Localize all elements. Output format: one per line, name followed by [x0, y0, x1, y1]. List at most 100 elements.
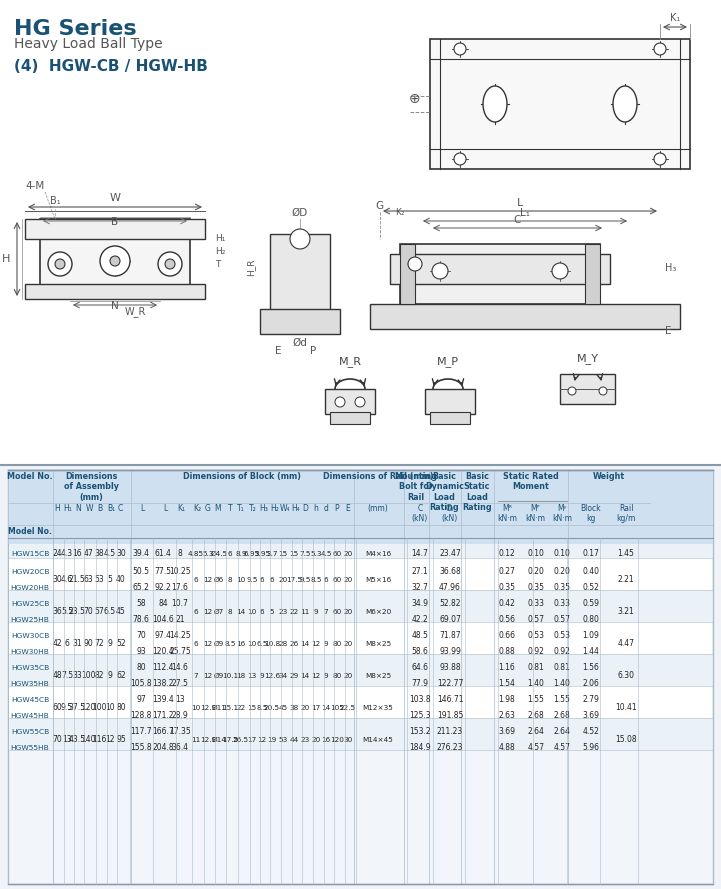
Text: 14.7: 14.7: [412, 549, 428, 558]
Text: D: D: [302, 504, 308, 513]
Bar: [0, 465, 721, 889]
Text: 12: 12: [203, 673, 213, 679]
Text: 19: 19: [267, 737, 277, 743]
Text: 17.5: 17.5: [222, 737, 238, 743]
Text: 276.23: 276.23: [437, 743, 464, 752]
Text: 166.7: 166.7: [152, 727, 174, 736]
Text: 15: 15: [289, 551, 298, 557]
Text: 3.69: 3.69: [498, 727, 516, 736]
Text: Weight: Weight: [593, 472, 625, 481]
Text: H₂: H₂: [215, 247, 226, 256]
Text: 4.47: 4.47: [617, 639, 634, 648]
Text: 12.6: 12.6: [264, 673, 280, 679]
Text: 9: 9: [107, 671, 112, 680]
Text: Ø14: Ø14: [211, 737, 226, 743]
Text: 0.57: 0.57: [528, 615, 544, 624]
Text: 80: 80: [332, 673, 342, 679]
Text: 32.7: 32.7: [412, 583, 428, 592]
Circle shape: [454, 43, 466, 55]
Text: G: G: [205, 504, 211, 513]
Text: 78.6: 78.6: [133, 615, 149, 624]
Text: 6: 6: [324, 577, 328, 583]
Text: 27.5: 27.5: [172, 679, 188, 688]
Text: 60: 60: [332, 609, 342, 615]
Text: M_P: M_P: [437, 356, 459, 367]
Text: T₁: T₁: [237, 504, 245, 513]
Text: N: N: [75, 504, 81, 513]
Text: 3.7: 3.7: [266, 551, 278, 557]
Text: 3.95: 3.95: [254, 551, 270, 557]
Text: 22: 22: [289, 609, 298, 615]
Text: 52.82: 52.82: [439, 599, 461, 608]
Text: 4.5: 4.5: [104, 549, 116, 558]
Text: 6: 6: [194, 609, 198, 615]
Text: 8: 8: [228, 577, 232, 583]
Text: 122.77: 122.77: [437, 679, 463, 688]
Text: 64.6: 64.6: [412, 663, 428, 672]
Text: 52: 52: [116, 639, 125, 648]
Bar: [9, 540, 712, 558]
Text: 17.5: 17.5: [286, 577, 302, 583]
Text: 0.57: 0.57: [554, 615, 570, 624]
Text: 211.23: 211.23: [437, 727, 463, 736]
Text: 42.2: 42.2: [412, 615, 428, 624]
Text: 153.2: 153.2: [410, 727, 431, 736]
Text: 120: 120: [330, 737, 344, 743]
Text: HGW55HB: HGW55HB: [11, 745, 49, 751]
Text: 10: 10: [191, 705, 200, 711]
Text: 15: 15: [247, 705, 257, 711]
Text: 204.8: 204.8: [152, 743, 174, 752]
Text: 5: 5: [107, 575, 112, 584]
Text: 112.4: 112.4: [152, 663, 174, 672]
Text: 12: 12: [311, 641, 321, 647]
Text: 5: 5: [270, 609, 274, 615]
Text: 90: 90: [83, 639, 93, 648]
Text: 5.5: 5.5: [61, 607, 73, 616]
Circle shape: [432, 263, 448, 279]
Text: 1.55: 1.55: [554, 695, 570, 704]
Text: Ø6: Ø6: [214, 577, 224, 583]
Text: 117.7: 117.7: [131, 727, 152, 736]
Text: 6: 6: [194, 577, 198, 583]
Text: 14: 14: [322, 705, 331, 711]
Text: 10.41: 10.41: [615, 703, 637, 712]
Bar: [8, 470, 713, 884]
Text: 20: 20: [343, 609, 353, 615]
Text: 4.52: 4.52: [583, 727, 599, 736]
Text: 20: 20: [343, 673, 353, 679]
Text: B₁: B₁: [107, 504, 115, 513]
Text: 12: 12: [203, 641, 213, 647]
Text: 80: 80: [116, 703, 125, 712]
Text: 3.21: 3.21: [618, 607, 634, 616]
Text: 103.8: 103.8: [410, 695, 431, 704]
Text: 6: 6: [228, 551, 232, 557]
Text: 23.47: 23.47: [439, 549, 461, 558]
Text: 20: 20: [301, 705, 309, 711]
Text: C: C: [513, 215, 521, 225]
Text: 26.5: 26.5: [233, 737, 249, 743]
Text: 4.85: 4.85: [188, 551, 204, 557]
Text: HG Series: HG Series: [14, 19, 136, 39]
Text: Rail
kg/m: Rail kg/m: [616, 504, 636, 524]
Text: 191.85: 191.85: [437, 711, 463, 720]
Text: 0.20: 0.20: [554, 567, 570, 576]
Text: 146.71: 146.71: [437, 695, 464, 704]
Text: 8.5: 8.5: [224, 641, 236, 647]
Text: 1.44: 1.44: [583, 647, 599, 656]
Circle shape: [599, 387, 607, 395]
Text: 7: 7: [324, 609, 328, 615]
Bar: [9, 686, 712, 718]
Text: 80: 80: [136, 663, 146, 672]
Text: HGW35CB: HGW35CB: [11, 665, 49, 671]
Text: 17.35: 17.35: [169, 727, 191, 736]
Text: 22: 22: [236, 705, 246, 711]
Text: 80: 80: [332, 641, 342, 647]
Text: T: T: [228, 504, 232, 513]
Text: 30: 30: [343, 737, 353, 743]
Text: 0.53: 0.53: [554, 631, 570, 640]
Text: Ød: Ød: [293, 338, 307, 348]
Text: 105: 105: [330, 705, 344, 711]
Text: K₁: K₁: [670, 13, 680, 23]
Text: HGW20HB: HGW20HB: [11, 585, 50, 591]
Text: 138.2: 138.2: [152, 679, 174, 688]
